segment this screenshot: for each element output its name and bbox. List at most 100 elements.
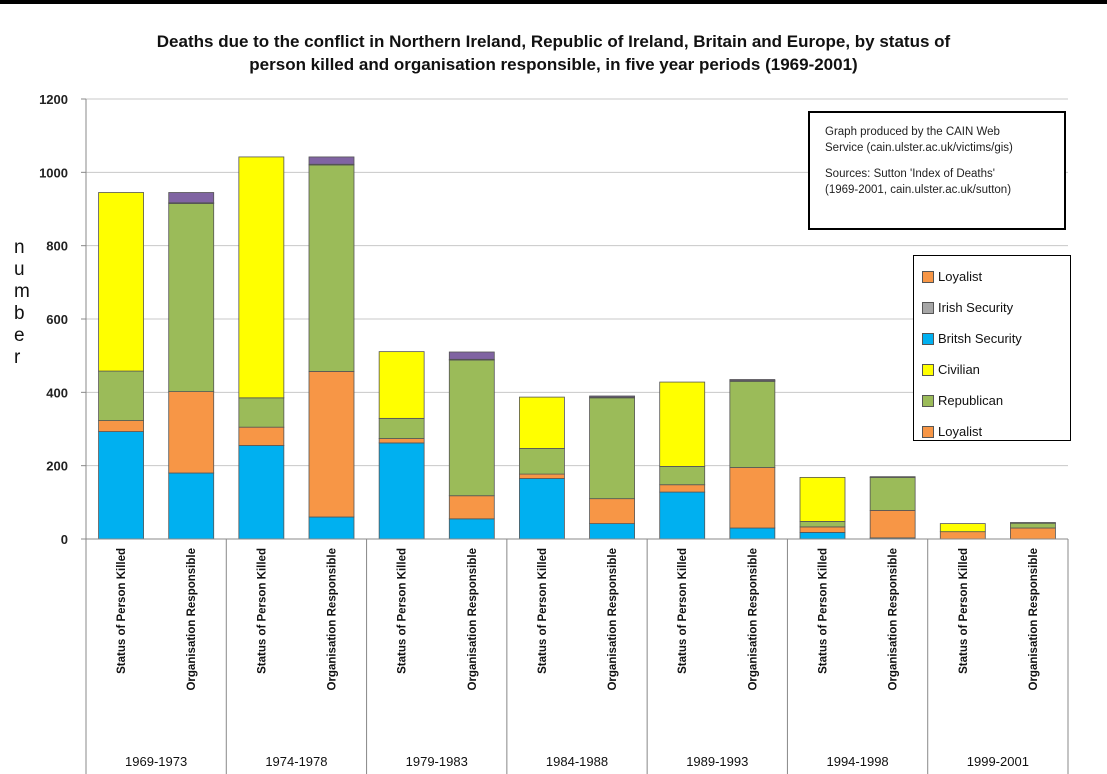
period-label: 1969-1973 <box>125 754 187 769</box>
legend-label: Britsh Security <box>938 331 1022 346</box>
y-axis-label-letter: m <box>14 281 30 302</box>
bar-segment <box>308 516 355 540</box>
top-rule <box>0 0 1107 4</box>
bar-segment <box>168 472 215 540</box>
bar-segment <box>98 370 144 421</box>
y-tick-label: 200 <box>46 459 68 474</box>
bar-segment <box>1010 522 1056 529</box>
y-tick-label: 600 <box>46 312 68 327</box>
legend-label: Loyalist <box>938 424 983 439</box>
x-category-label: Organisation Responsible <box>327 548 339 691</box>
legend-item: Britsh Security <box>922 323 1070 354</box>
bar-segment <box>98 431 144 540</box>
bar-segment <box>869 509 916 539</box>
x-category-label: Organisation Responsible <box>1028 548 1040 691</box>
bar-segment <box>448 351 495 360</box>
bar-segment <box>869 476 916 478</box>
y-tick-label: 400 <box>46 385 68 400</box>
x-category-label: Status of Person Killed <box>116 548 128 674</box>
bar-segment <box>799 521 846 528</box>
bar-segment <box>939 523 986 533</box>
bar-segment <box>378 438 425 444</box>
legend-swatch <box>922 301 934 314</box>
chart-title: Deaths due to the conflict in Northern I… <box>0 30 1107 76</box>
y-axis-label-letter: r <box>14 347 21 368</box>
bar-segment <box>168 391 215 474</box>
bar-segment <box>729 379 776 382</box>
x-category-label: Organisation Responsible <box>186 548 198 691</box>
x-category-label: Organisation Responsible <box>888 548 900 691</box>
period-label: 1994-1998 <box>826 754 888 769</box>
x-category-label: Organisation Responsible <box>607 548 619 691</box>
y-axis-label-letter: n <box>14 237 25 258</box>
annotation-sources: Sources: Sutton 'Index of Deaths' (1969-… <box>825 166 1054 198</box>
x-category-label: Status of Person Killed <box>256 548 268 674</box>
x-category-label: Status of Person Killed <box>818 548 830 674</box>
y-axis-ticks: 0 200 400 600 800 1000 1200 <box>39 92 68 547</box>
bar-segment <box>238 156 285 399</box>
bar-segment <box>308 164 355 372</box>
bar-segment <box>378 417 425 439</box>
bar-segment <box>799 476 846 522</box>
bar-segment <box>168 192 215 204</box>
bar-segment <box>589 523 635 540</box>
source-annotation-box: Graph produced by the CAIN Web Service (… <box>808 111 1066 230</box>
y-tick-label: 1200 <box>39 92 68 107</box>
bar-segment <box>589 395 635 398</box>
x-category-label: Organisation Responsible <box>467 548 479 691</box>
period-label: 1974-1978 <box>265 754 327 769</box>
legend-label: Loyalist <box>938 269 983 284</box>
bar-segment <box>98 192 144 372</box>
period-label: 1984-1988 <box>546 754 608 769</box>
bar-segment <box>238 445 285 540</box>
y-tick-label: 800 <box>46 239 68 254</box>
bar-segment <box>659 465 706 486</box>
bars <box>98 156 1056 540</box>
legend-item: Irish Security <box>922 292 1070 323</box>
x-category-label: Status of Person Killed <box>397 548 409 674</box>
chart-legend: Loyalist Irish Security Britsh Security Civ… <box>913 255 1071 441</box>
bar-segment <box>799 526 846 533</box>
bar-segment <box>378 351 425 419</box>
x-category-label: Status of Person Killed <box>958 548 970 674</box>
bar-segment <box>729 380 776 468</box>
legend-label: Republican <box>938 393 1004 408</box>
bar-segment <box>589 498 635 524</box>
legend-swatch <box>922 270 934 283</box>
bar-segment <box>238 397 285 428</box>
legend-label: Irish Security <box>938 300 1014 315</box>
bar-segment <box>519 396 565 449</box>
legend-item: Loyalist <box>922 261 1070 292</box>
legend-label: Civilian <box>938 362 980 377</box>
legend-item: Republican <box>922 385 1070 416</box>
bar-segment <box>729 467 776 529</box>
legend-swatch <box>922 394 934 407</box>
bar-segment <box>869 476 916 511</box>
y-tick-label: 0 <box>61 532 68 547</box>
legend-swatch <box>922 332 934 345</box>
bar-segment <box>659 491 706 540</box>
bar-segment <box>308 156 355 165</box>
bar-segment <box>939 531 986 540</box>
bar-segment <box>799 532 846 540</box>
legend-item: Civilian <box>922 354 1070 385</box>
period-label: 1979-1983 <box>406 754 468 769</box>
bar-segment <box>519 473 565 479</box>
bar-segment <box>168 203 215 393</box>
bar-segment <box>519 478 565 540</box>
bar-segment <box>519 448 565 475</box>
annotation-line-3: Sources: Sutton 'Index of Deaths' <box>825 168 995 180</box>
bar-segment <box>659 381 706 467</box>
y-axis-label-letter: u <box>14 259 25 280</box>
legend-item: Loyalist <box>922 416 1070 447</box>
bar-segment <box>308 371 355 518</box>
annotation-line-2: Service (cain.ulster.ac.uk/victims/gis) <box>825 142 1013 154</box>
chart-title-line-2: person killed and organisation responsib… <box>249 55 858 74</box>
y-axis-label-letter: b <box>14 303 25 324</box>
bar-segment <box>729 527 776 540</box>
axes <box>81 98 1068 540</box>
annotation-credit: Graph produced by the CAIN Web Service (… <box>825 124 1054 156</box>
annotation-line-1: Graph produced by the CAIN Web <box>825 126 1000 138</box>
bar-segment <box>378 442 425 540</box>
